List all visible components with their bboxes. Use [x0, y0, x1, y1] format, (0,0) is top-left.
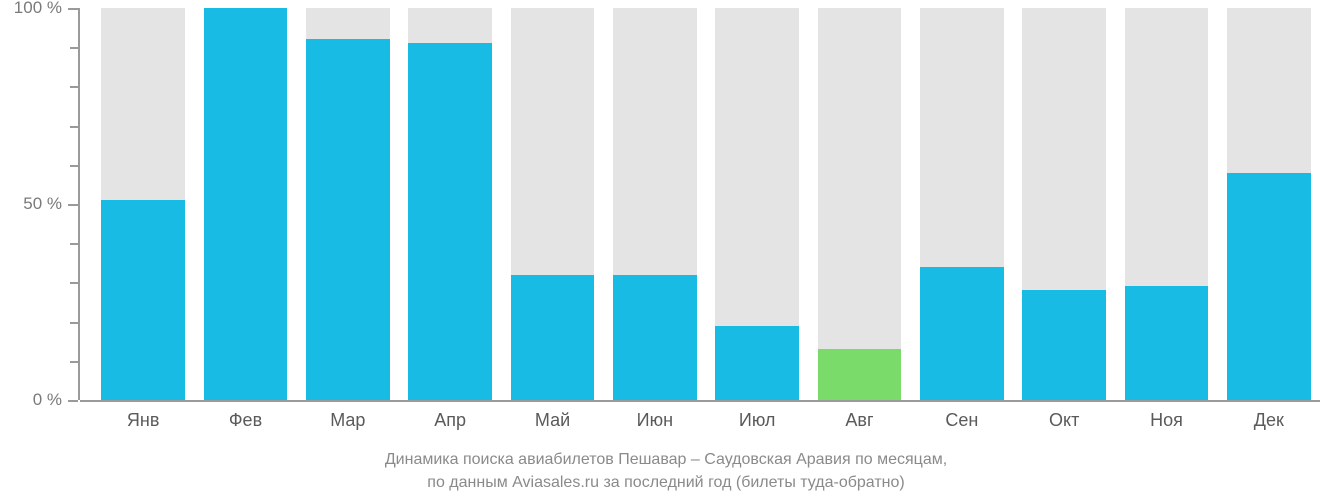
bar	[1125, 286, 1209, 400]
bar	[408, 43, 492, 400]
bar-slot	[306, 8, 390, 400]
bar-slot	[1227, 8, 1311, 400]
x-tick-label: Окт	[1049, 410, 1079, 431]
bar	[920, 267, 1004, 400]
y-tick-minor	[70, 322, 78, 324]
x-axis-line	[80, 400, 1320, 402]
y-axis: 0 %50 %100 %	[0, 8, 92, 400]
bar-slot	[1125, 8, 1209, 400]
x-tick-label: Авг	[845, 410, 873, 431]
bar-slot	[613, 8, 697, 400]
x-tick-label: Июл	[739, 410, 776, 431]
y-tick-label: 50 %	[23, 194, 62, 214]
x-tick-label: Ноя	[1150, 410, 1183, 431]
bar-slot	[1022, 8, 1106, 400]
y-tick-major	[68, 400, 78, 402]
chart-caption: Динамика поиска авиабилетов Пешавар – Са…	[0, 448, 1332, 494]
y-tick-major	[68, 204, 78, 206]
bar-background	[818, 8, 902, 400]
y-tick-minor	[70, 282, 78, 284]
x-tick-label: Сен	[945, 410, 978, 431]
bar-slot	[818, 8, 902, 400]
bar	[306, 39, 390, 400]
y-tick-minor	[70, 86, 78, 88]
x-tick-label: Апр	[434, 410, 466, 431]
x-tick-label: Июн	[637, 410, 673, 431]
y-tick-minor	[70, 165, 78, 167]
bar	[1227, 173, 1311, 400]
y-tick-label: 0 %	[33, 390, 62, 410]
x-tick-label: Дек	[1254, 410, 1284, 431]
y-tick-minor	[70, 126, 78, 128]
plot-area	[92, 8, 1320, 400]
bar	[613, 275, 697, 400]
x-tick-label: Янв	[127, 410, 160, 431]
bar-slot	[204, 8, 288, 400]
bar	[204, 8, 288, 400]
bar	[1022, 290, 1106, 400]
y-tick-major	[68, 8, 78, 10]
x-tick-label: Май	[535, 410, 570, 431]
bar-slot	[408, 8, 492, 400]
y-tick-minor	[70, 243, 78, 245]
bar-slot	[101, 8, 185, 400]
y-tick-minor	[70, 47, 78, 49]
y-tick-minor	[70, 361, 78, 363]
x-tick-label: Мар	[330, 410, 365, 431]
y-axis-line	[78, 8, 80, 400]
bar	[511, 275, 595, 400]
bar	[715, 326, 799, 400]
caption-line2: по данным Aviasales.ru за последний год …	[427, 474, 904, 491]
bar	[818, 349, 902, 400]
caption-line1: Динамика поиска авиабилетов Пешавар – Са…	[385, 451, 947, 468]
bar-slot	[511, 8, 595, 400]
bar-slot	[920, 8, 1004, 400]
x-tick-label: Фев	[229, 410, 262, 431]
bar-slot	[715, 8, 799, 400]
y-tick-label: 100 %	[14, 0, 62, 18]
bar	[101, 200, 185, 400]
chart-container: 0 %50 %100 % Динамика поиска авиабилетов…	[0, 0, 1332, 502]
